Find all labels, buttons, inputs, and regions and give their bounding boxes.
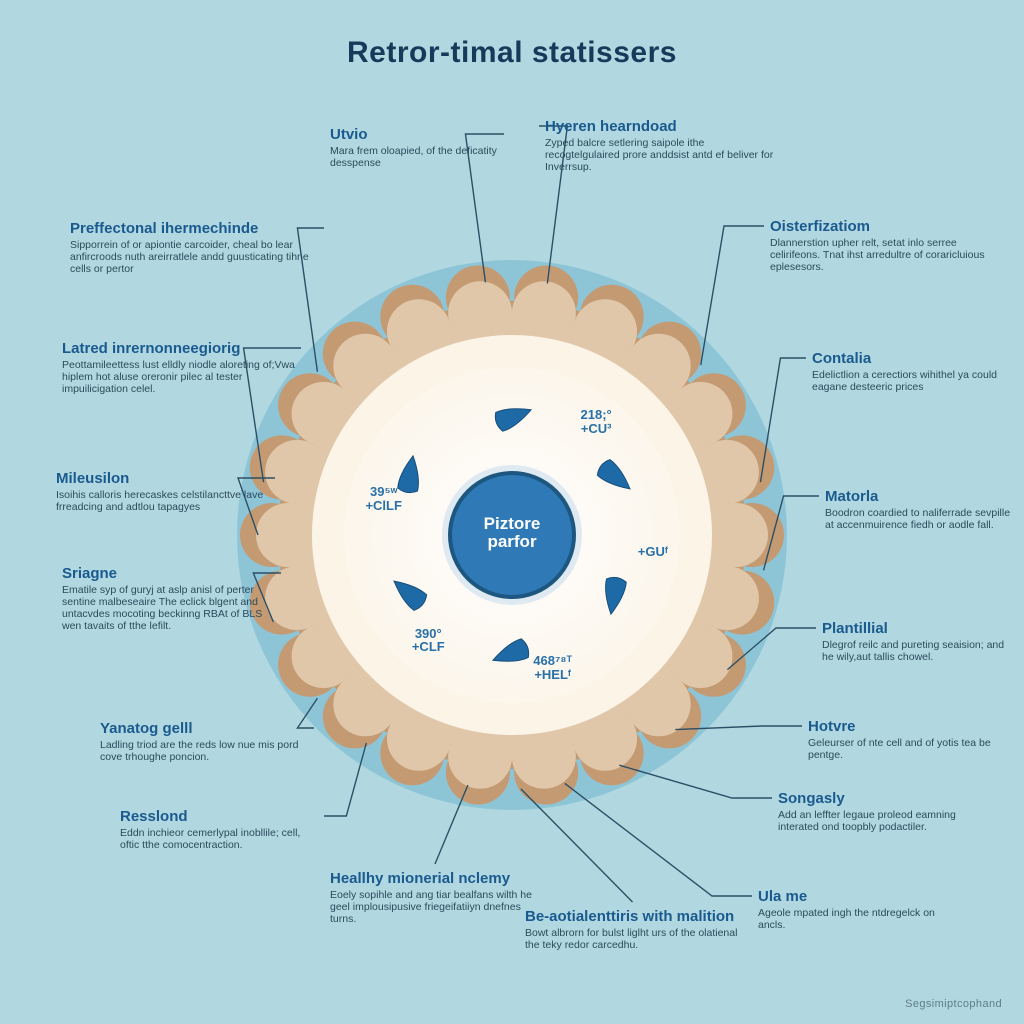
callout-desc: Bowt albrorn for bulst liglht urs of the… [525,928,740,952]
callout-label: Yanatog gelll Ladling triod are the reds … [100,720,310,764]
callout-label: Songasly Add an leffter legaue proleod ea… [778,790,993,834]
callout-desc: Geleurser of nte cell and of yotis tea b… [808,738,1008,762]
inner-marker: 218;°+CU³ [561,408,631,435]
callout-title: Resslond [120,808,320,825]
callout-title: Plantillial [822,620,1012,637]
callout-title: Contalia [812,350,1012,367]
callout-desc: Edelictlion a cerectiors wihithel ya cou… [812,370,1012,394]
callout-label: Matorla Boodron coardied to naliferrade s… [825,488,1015,532]
callout-desc: Sipporrein of or apiontie carcoider, che… [70,240,320,275]
callout-title: Hotvre [808,718,1008,735]
callout-title: Be-aotialenttiris with malition [525,908,740,925]
callout-title: Oisterfizatiom [770,218,995,235]
callout-label: Preffectonal ihermechinde Sipporrein of o… [70,220,320,276]
callout-desc: Eddn inchieor cemerlypal inobllile; cell… [120,828,320,852]
callout-title: Mileusilon [56,470,271,487]
callout-desc: Mara frem oloapied, of the deficatity de… [330,146,500,170]
callout-title: Yanatog gelll [100,720,310,737]
callout-title: Preffectonal ihermechinde [70,220,320,237]
callout-title: Songasly [778,790,993,807]
callout-title: Matorla [825,488,1015,505]
infographic-stage: Retror-timal statissers Segsimiptcophand… [0,0,1024,1024]
callout-title: Latred inrernonneegiorig [62,340,297,357]
callout-title: Hyeren hearndoad [545,118,780,135]
inner-marker: 39⁵ʷ+ClLF [349,485,419,512]
inner-marker: 468⁷⁸ᵀ+HELᶠ [518,654,588,681]
callout-desc: Add an leffter legaue proleod eamning in… [778,810,993,834]
callout-desc: Ematile syp of guryj at aslp anisl of pe… [62,585,277,632]
callout-title: Heallhy mionerial nclemy [330,870,540,887]
callout-label: Hotvre Geleurser of nte cell and of yotis… [808,718,1008,762]
callout-desc: Isoihis calloris herecaskes celstilanctt… [56,490,271,514]
callout-title: Ula me [758,888,963,905]
callout-desc: Dlannerstion upher relt, setat inlo serr… [770,238,995,273]
inner-marker: 390°+CLF [393,627,463,654]
center-label: Piztoreparfor [452,515,572,551]
callout-label: Ula me Ageole mpated ingh the ntdregelck … [758,888,963,932]
callout-desc: Zyped balcre setlering saipole ithe reco… [545,138,780,173]
callout-desc: Ladling triod are the reds low nue mis p… [100,740,310,764]
inner-marker: +GUᶠ [618,545,688,559]
callout-label: Resslond Eddn inchieor cemerlypal inoblli… [120,808,320,852]
callout-desc: Eoely sopihle and ang tiar bealfans wilt… [330,890,540,925]
callout-label: Sriagne Ematile syp of guryj at aslp anis… [62,565,277,632]
callout-label: Hyeren hearndoad Zyped balcre setlering s… [545,118,780,174]
page-title: Retror-timal statissers [0,36,1024,70]
callout-desc: Dlegrof reilc and pureting seaision; and… [822,640,1012,664]
footer-credit: Segsimiptcophand [905,998,1002,1010]
callout-title: Utvio [330,126,500,143]
callout-label: Oisterfizatiom Dlannerstion upher relt, s… [770,218,995,274]
callout-label: Utvio Mara frem oloapied, of the deficati… [330,126,500,170]
callout-label: Mileusilon Isoihis calloris herecaskes ce… [56,470,271,514]
callout-desc: Ageole mpated ingh the ntdregelck on anc… [758,908,963,932]
callout-desc: Peottamileettess lust elldly niodle alor… [62,360,297,395]
callout-label: Be-aotialenttiris with malition Bowt albr… [525,908,740,952]
callout-label: Contalia Edelictlion a cerectiors wihithe… [812,350,1012,394]
callout-label: Plantillial Dlegrof reilc and pureting se… [822,620,1012,664]
callout-desc: Boodron coardied to naliferrade sevpille… [825,508,1015,532]
callout-title: Sriagne [62,565,277,582]
callout-label: Heallhy mionerial nclemy Eoely sopihle an… [330,870,540,926]
callout-label: Latred inrernonneegiorig Peottamileettess… [62,340,297,396]
